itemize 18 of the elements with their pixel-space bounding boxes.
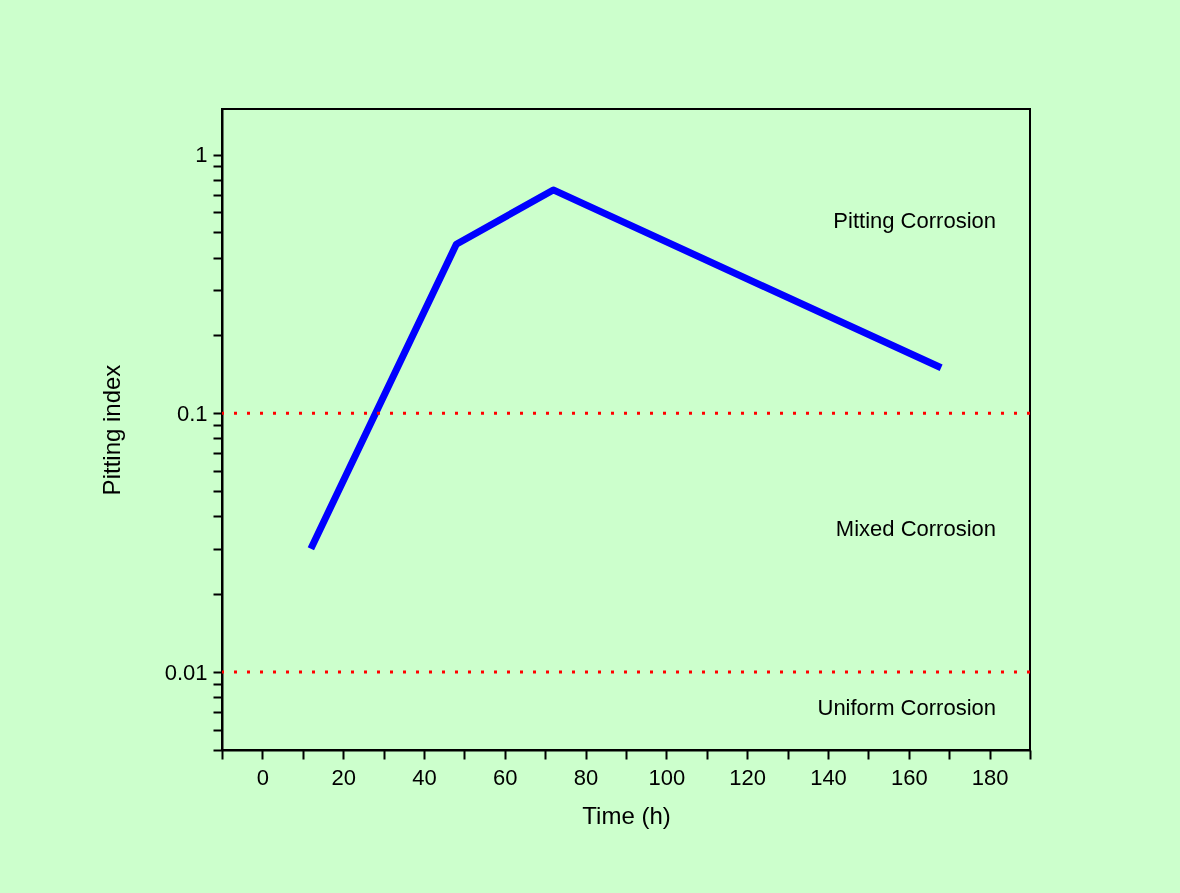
- x-tick-label: 40: [412, 764, 437, 790]
- x-tick-label: 180: [971, 764, 1009, 790]
- x-tick-label: 0: [256, 764, 270, 790]
- y-tick-label: 0.01: [164, 659, 208, 685]
- x-tick-label: 140: [810, 764, 847, 790]
- y-axis-title: Pitting index: [97, 364, 125, 496]
- annotation: Pitting Corrosion: [833, 207, 996, 233]
- x-tick-label: 100: [648, 764, 686, 790]
- x-tick-label: 120: [729, 764, 767, 790]
- x-tick-label: 60: [493, 764, 518, 790]
- annotation: Uniform Corrosion: [817, 695, 996, 721]
- annotation: Mixed Corrosion: [835, 515, 996, 541]
- x-tick-label: 160: [890, 764, 928, 790]
- x-axis-title: Time (h): [582, 801, 671, 829]
- y-tick-label: 1: [195, 142, 208, 168]
- x-tick-label: 80: [573, 764, 599, 790]
- y-tick-label: 0.1: [176, 400, 208, 426]
- x-tick-label: 20: [331, 764, 356, 790]
